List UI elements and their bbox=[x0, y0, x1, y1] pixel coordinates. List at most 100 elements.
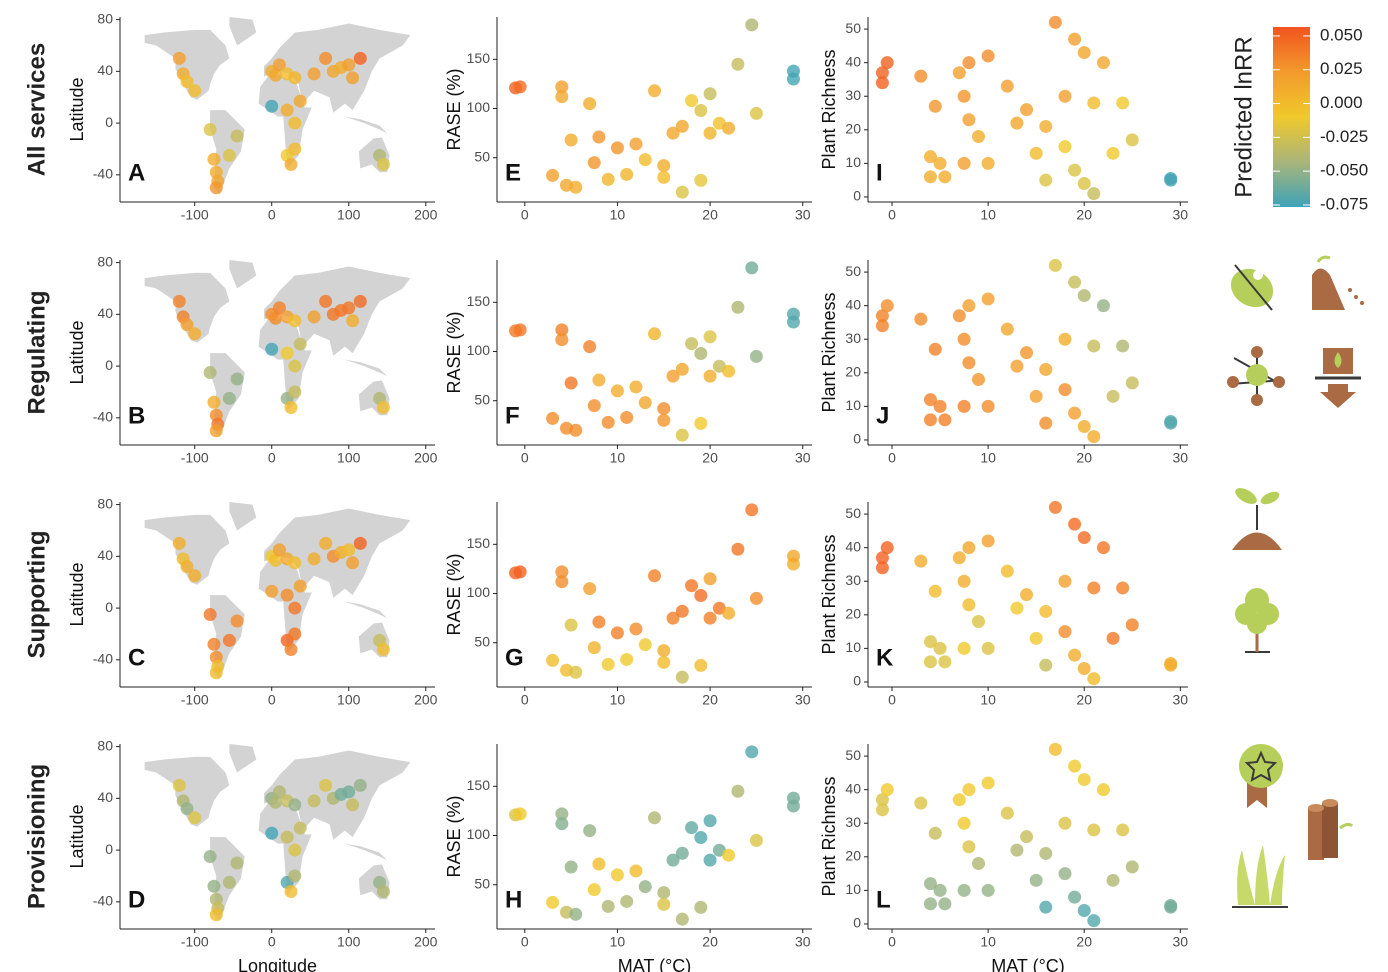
y-tick-label: 50 bbox=[845, 20, 861, 36]
point bbox=[288, 627, 302, 641]
point bbox=[280, 830, 294, 844]
x-axis-label: Longitude bbox=[238, 956, 317, 972]
point bbox=[230, 614, 244, 628]
point bbox=[1077, 662, 1091, 676]
point bbox=[288, 601, 302, 615]
point bbox=[376, 157, 390, 171]
point bbox=[657, 413, 671, 427]
point bbox=[648, 811, 661, 825]
point bbox=[933, 399, 947, 413]
point bbox=[180, 75, 194, 89]
row-label: Provisioning bbox=[23, 764, 50, 909]
point bbox=[620, 894, 634, 908]
x-tick-label: 200 bbox=[414, 450, 438, 466]
y-tick-label: 50 bbox=[474, 875, 490, 891]
point bbox=[1029, 146, 1043, 160]
point bbox=[745, 18, 759, 32]
x-tick-label: 0 bbox=[268, 692, 276, 708]
point bbox=[592, 615, 606, 629]
point bbox=[564, 860, 578, 874]
point bbox=[1164, 414, 1178, 428]
x-tick-label: -100 bbox=[181, 692, 209, 708]
point bbox=[952, 309, 966, 323]
point bbox=[749, 591, 763, 605]
point bbox=[546, 895, 560, 909]
point bbox=[610, 626, 624, 640]
point bbox=[269, 553, 283, 567]
y-tick-label: 40 bbox=[845, 53, 861, 69]
y-tick-label: 150 bbox=[467, 293, 491, 309]
x-tick-label: 30 bbox=[1173, 207, 1189, 223]
x-tick-label: 100 bbox=[337, 450, 361, 466]
point bbox=[972, 857, 986, 871]
y-tick-label: 100 bbox=[467, 99, 491, 115]
point bbox=[319, 778, 333, 792]
x-tick-label: 0 bbox=[268, 450, 276, 466]
point bbox=[230, 856, 244, 870]
point bbox=[722, 848, 736, 862]
point bbox=[962, 783, 976, 797]
x-tick-label: 200 bbox=[414, 692, 438, 708]
x-tick-label: 10 bbox=[980, 934, 996, 950]
point bbox=[786, 791, 800, 805]
x-tick-label: 20 bbox=[1076, 207, 1092, 223]
point bbox=[284, 642, 298, 656]
point bbox=[592, 130, 606, 144]
point bbox=[319, 51, 333, 65]
point bbox=[288, 359, 302, 373]
point bbox=[172, 778, 186, 792]
point bbox=[1077, 904, 1091, 918]
point bbox=[914, 554, 928, 568]
point bbox=[657, 159, 671, 173]
x-tick-label: 0 bbox=[888, 450, 896, 466]
point bbox=[957, 332, 971, 346]
point bbox=[555, 565, 569, 579]
y-tick-label: 40 bbox=[97, 547, 113, 563]
point bbox=[875, 309, 889, 323]
colorbar-tick-label: 0.050 bbox=[1320, 25, 1363, 44]
point bbox=[914, 796, 928, 810]
point bbox=[933, 156, 947, 170]
point bbox=[222, 391, 236, 405]
point bbox=[601, 899, 615, 913]
point bbox=[875, 66, 889, 80]
x-tick-label: -100 bbox=[181, 934, 209, 950]
point bbox=[583, 340, 597, 354]
point bbox=[1010, 116, 1024, 130]
point bbox=[555, 817, 569, 831]
point bbox=[962, 113, 976, 127]
point bbox=[1087, 96, 1101, 110]
point bbox=[638, 880, 652, 894]
point bbox=[875, 793, 889, 807]
panel: -100 0 100 200 -40 0 40 80 Latitude Longitude D bbox=[67, 737, 438, 972]
point bbox=[666, 369, 680, 383]
point bbox=[1116, 96, 1130, 110]
point bbox=[1087, 581, 1101, 595]
y-tick-label: 0 bbox=[853, 431, 861, 447]
point bbox=[1125, 376, 1139, 390]
point bbox=[555, 807, 569, 821]
point bbox=[1048, 258, 1062, 272]
point bbox=[933, 641, 947, 655]
point bbox=[1020, 588, 1034, 602]
point bbox=[703, 87, 717, 101]
y-tick-label: 40 bbox=[97, 305, 113, 321]
point bbox=[1164, 171, 1178, 185]
y-tick-label: 50 bbox=[845, 505, 861, 521]
y-tick-label: 80 bbox=[97, 10, 113, 26]
point bbox=[513, 807, 527, 821]
point bbox=[1068, 275, 1082, 289]
point bbox=[620, 167, 634, 181]
point bbox=[207, 637, 221, 651]
point bbox=[209, 424, 223, 438]
point bbox=[546, 411, 560, 425]
point bbox=[1000, 79, 1014, 93]
point bbox=[569, 907, 583, 921]
y-axis-label: RASE (%) bbox=[444, 553, 464, 635]
x-tick-label: 30 bbox=[1173, 934, 1189, 950]
x-axis-label: MAT (°C) bbox=[991, 956, 1065, 972]
point bbox=[1068, 648, 1082, 662]
y-tick-label: 50 bbox=[474, 391, 490, 407]
point bbox=[675, 428, 689, 442]
point bbox=[288, 798, 302, 812]
